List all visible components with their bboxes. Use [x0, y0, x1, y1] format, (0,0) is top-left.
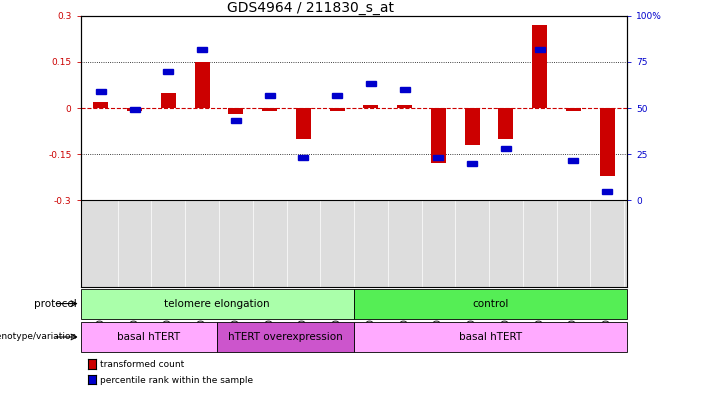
FancyBboxPatch shape: [231, 118, 241, 123]
Bar: [363, 105, 379, 108]
Bar: [397, 105, 412, 108]
FancyBboxPatch shape: [501, 146, 511, 151]
FancyBboxPatch shape: [602, 189, 612, 194]
FancyBboxPatch shape: [332, 93, 342, 98]
FancyBboxPatch shape: [400, 87, 409, 92]
FancyBboxPatch shape: [163, 69, 173, 73]
Text: transformed count: transformed count: [100, 360, 184, 369]
Bar: [262, 108, 277, 111]
Bar: [81, 288, 354, 319]
Bar: [566, 108, 581, 111]
Text: protocol: protocol: [34, 299, 77, 309]
FancyBboxPatch shape: [535, 47, 545, 52]
Text: telomere elongation: telomere elongation: [165, 299, 270, 309]
Text: genotype/variation: genotype/variation: [0, 332, 77, 342]
FancyBboxPatch shape: [130, 107, 139, 112]
Bar: [465, 108, 479, 145]
Text: percentile rank within the sample: percentile rank within the sample: [100, 376, 253, 385]
FancyBboxPatch shape: [299, 155, 308, 160]
FancyBboxPatch shape: [197, 47, 207, 52]
FancyBboxPatch shape: [569, 158, 578, 163]
Bar: [354, 288, 627, 319]
Bar: [217, 322, 354, 352]
Bar: [195, 62, 210, 108]
Text: basal hTERT: basal hTERT: [459, 332, 522, 342]
Text: basal hTERT: basal hTERT: [117, 332, 181, 342]
FancyBboxPatch shape: [264, 93, 275, 98]
Bar: [532, 25, 547, 108]
Bar: [431, 108, 446, 163]
Bar: [329, 108, 345, 111]
Bar: [81, 322, 217, 352]
Bar: [354, 322, 627, 352]
FancyBboxPatch shape: [433, 155, 444, 160]
Bar: [296, 108, 311, 139]
FancyBboxPatch shape: [366, 81, 376, 86]
Bar: [229, 108, 243, 114]
Text: hTERT overexpression: hTERT overexpression: [229, 332, 343, 342]
Bar: [599, 108, 615, 176]
Bar: [498, 108, 513, 139]
Title: GDS4964 / 211830_s_at: GDS4964 / 211830_s_at: [226, 1, 394, 15]
Bar: [93, 102, 109, 108]
Text: control: control: [472, 299, 509, 309]
Bar: [161, 93, 176, 108]
FancyBboxPatch shape: [467, 161, 477, 166]
Bar: [127, 108, 142, 111]
FancyBboxPatch shape: [96, 89, 106, 94]
